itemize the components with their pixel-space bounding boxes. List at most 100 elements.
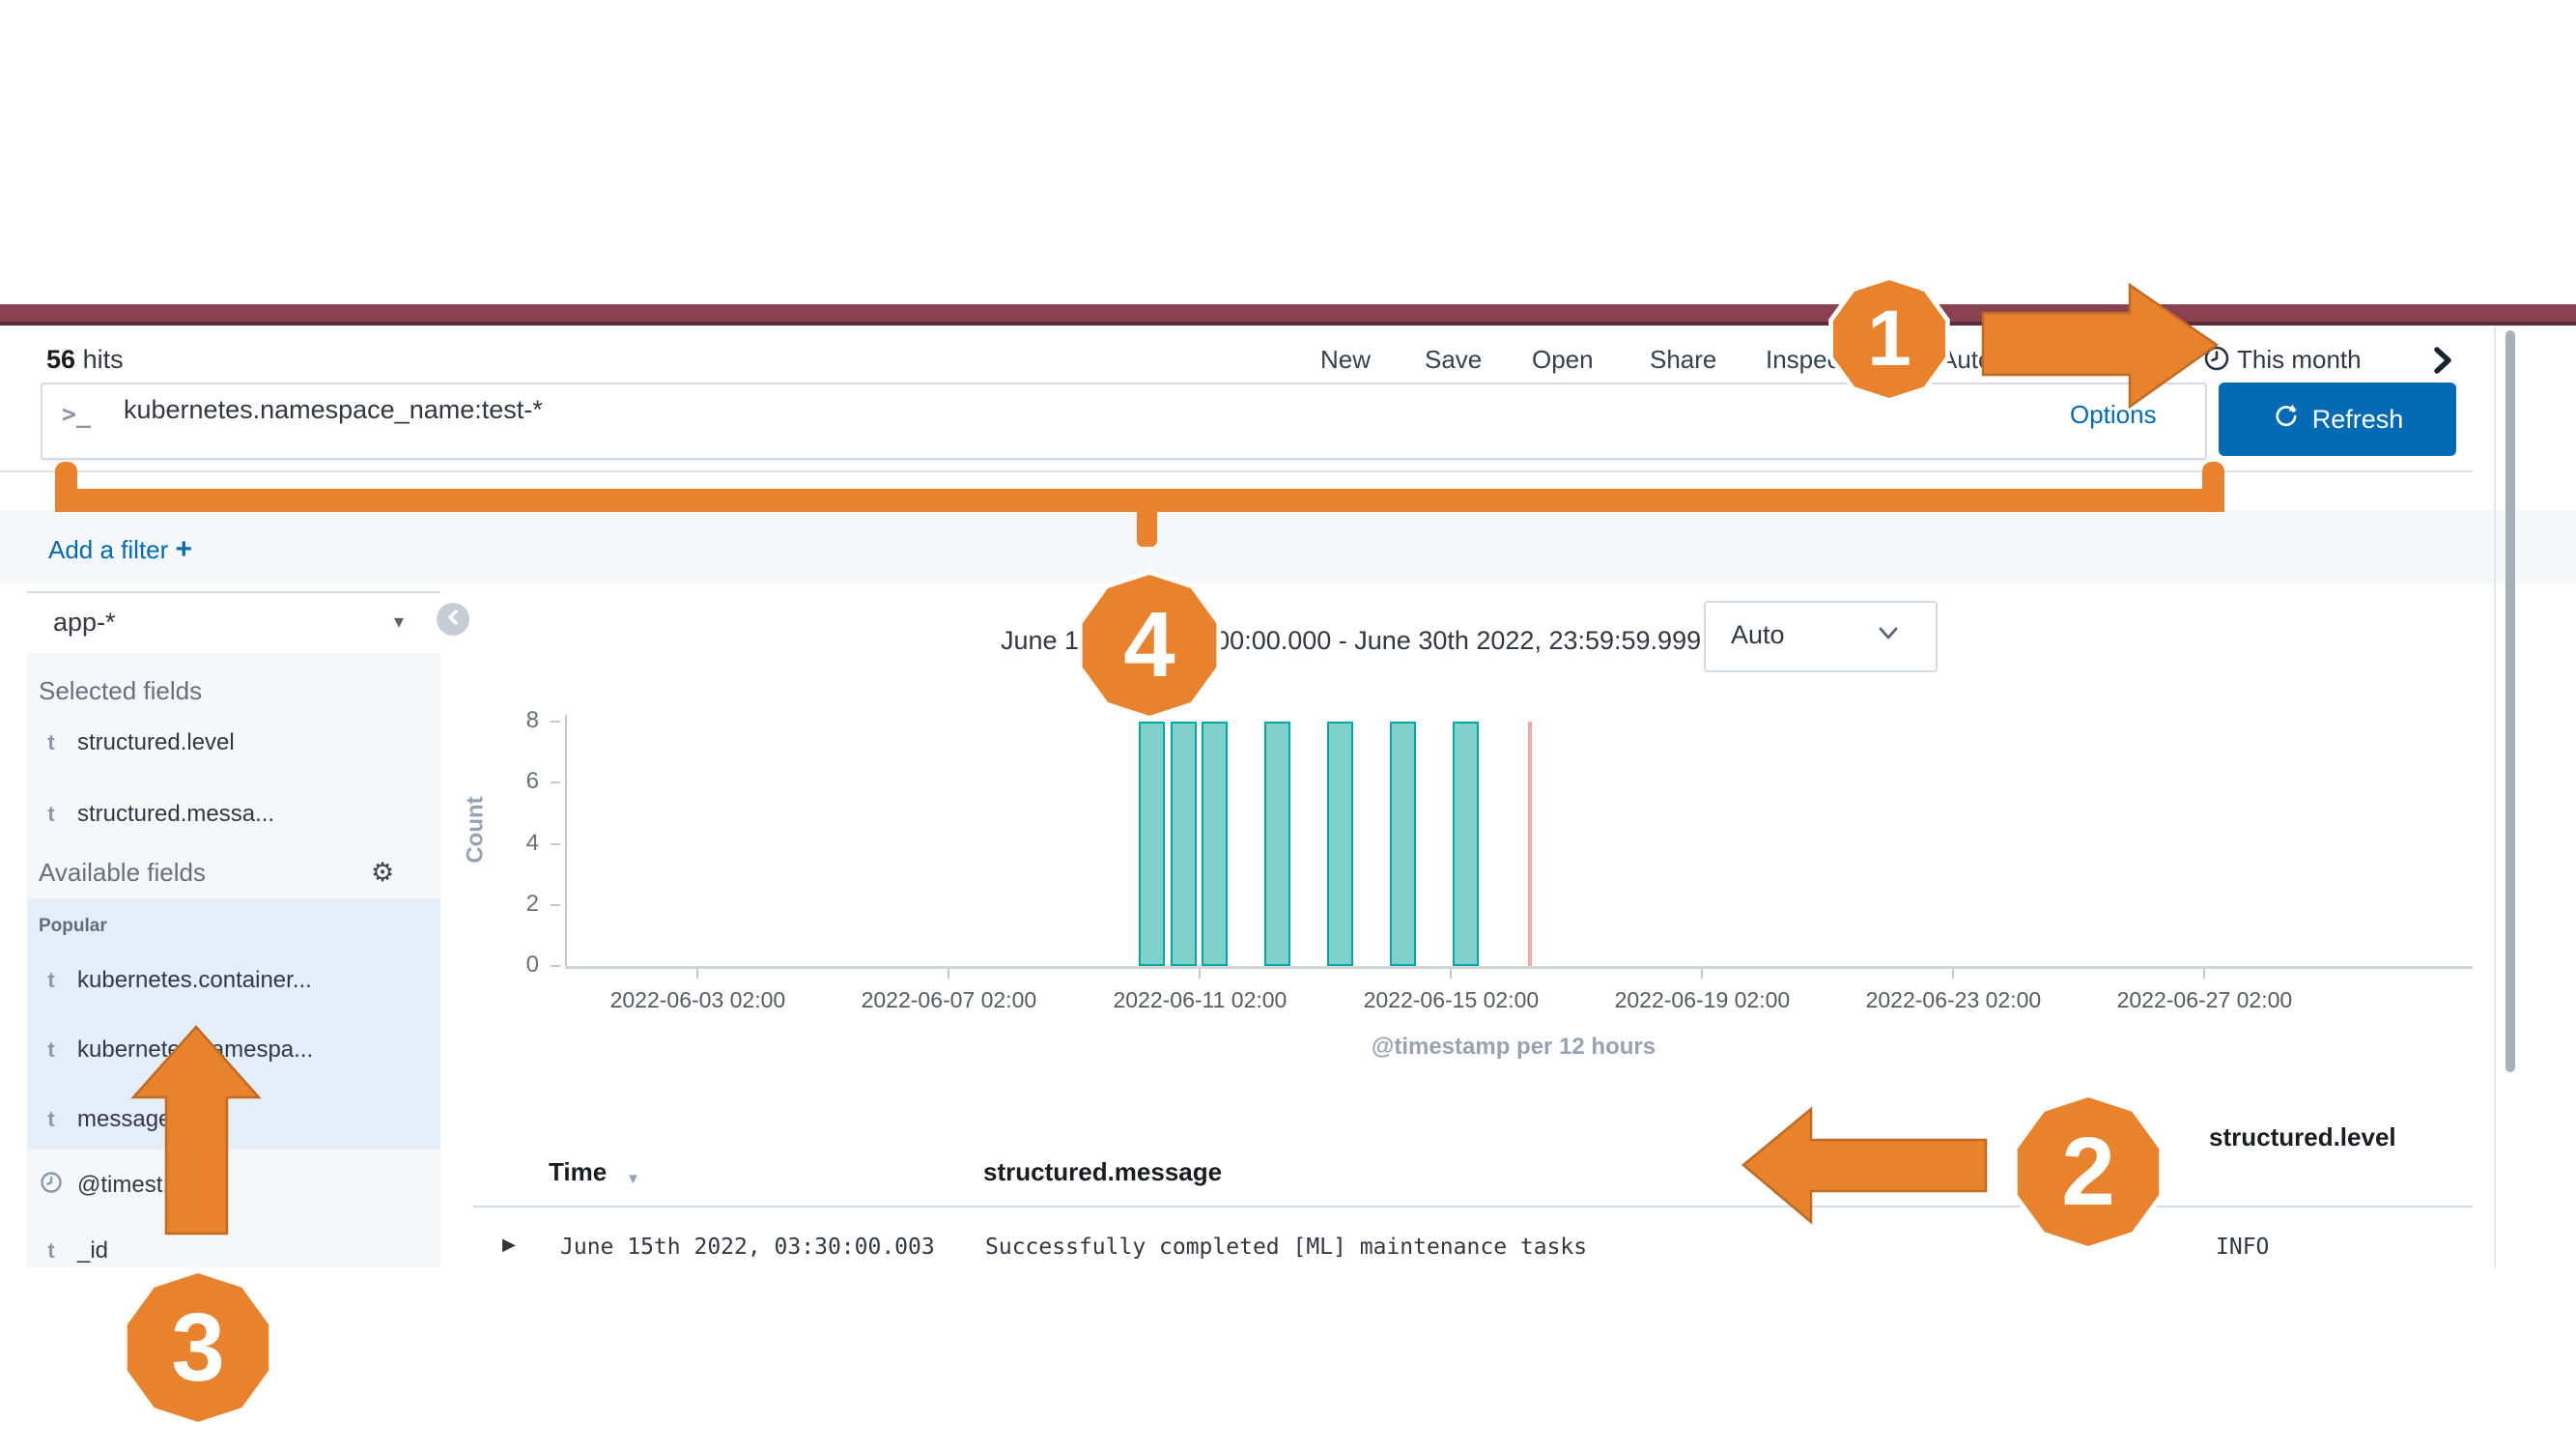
annotation-badge-3-number: 3 [127,1273,269,1422]
y-tick-label-0: 0 [525,952,539,978]
menu-item-new[interactable]: New [1320,345,1372,374]
annotation-arrow-2-left [1741,1106,1988,1225]
annotation-badge-4-number: 4 [1082,575,1217,716]
interval-select[interactable] [1704,601,1938,672]
field-name: @timest... [77,1172,183,1198]
y-tick-mark [551,781,560,784]
vertical-scrollbar[interactable] [2505,330,2515,1072]
field-name: kubernetes.container... [77,967,312,993]
add-filter-label: Add a filter [48,535,169,564]
x-tick-label: 2022-06-11 02:00 [1113,987,1288,1012]
table-header-divider [473,1206,2473,1208]
annotation-badge-4: 4 [1077,570,1222,721]
histogram-bar[interactable] [1453,722,1480,966]
field-item-structured-level[interactable]: t structured.level [39,726,425,759]
y-tick-mark [551,842,560,845]
annotation-bracket-bar [55,489,2224,512]
chevron-right-icon[interactable] [2430,346,2455,380]
annotation-badge-2-number: 2 [2017,1097,2160,1246]
x-tick-label: 2022-06-19 02:00 [1614,987,1791,1012]
header-divider [0,470,2473,472]
index-pattern-select[interactable] [27,591,440,657]
histogram-bar[interactable] [1139,722,1166,966]
collapse-sidebar-button[interactable] [437,603,469,636]
search-bar[interactable] [41,383,2207,460]
hits-label: hits [82,345,124,374]
y-tick-label-6: 6 [525,768,539,795]
text-field-icon: t [47,1107,55,1131]
x-tick-label: 2022-06-23 02:00 [1865,987,2042,1012]
x-tick-mark [696,969,699,979]
annotation-badge-1-number: 1 [1832,280,1946,398]
column-header-message[interactable]: structured.message [983,1157,1223,1186]
refresh-button[interactable]: Refresh [2219,383,2456,456]
x-tick-label: 2022-06-15 02:00 [1363,987,1540,1012]
y-tick-label-4: 4 [525,829,539,856]
expand-row-caret[interactable]: ▶ [502,1235,516,1254]
x-tick-label: 2022-06-03 02:00 [609,987,786,1012]
filter-bar [0,510,2576,583]
content-edge-line [2494,327,2496,1268]
chevron-left-icon [445,609,461,631]
x-tick-mark [1701,969,1704,979]
x-tick-mark [2203,969,2206,979]
clock-field-icon [39,1171,64,1200]
x-tick-mark [948,969,950,979]
field-item-message[interactable]: t message [39,1103,425,1136]
histogram-bar[interactable] [1390,722,1417,966]
row-level-cell: INFO [2216,1235,2270,1260]
gear-icon[interactable]: ⚙ [371,858,395,887]
histogram-bar[interactable] [1264,722,1291,966]
console-prompt-icon: >_ [62,400,92,428]
hits-value: 56 [46,345,76,374]
x-tick-label: 2022-06-27 02:00 [2116,987,2293,1012]
histogram-bar[interactable] [1170,722,1197,966]
field-item-structured-messa-[interactable]: t structured.messa... [39,798,425,831]
column-header-level[interactable]: structured.level [2209,1122,2396,1151]
clock-icon [2203,345,2230,377]
menu-item-save[interactable]: Save [1425,345,1483,374]
annotation-bracket-stem [1137,510,1157,547]
time-marker-line [1527,722,1532,966]
search-input[interactable]: kubernetes.namespace_name:test-* [124,395,543,424]
refresh-icon [2272,402,2301,438]
time-range-picker[interactable]: This month [2237,345,2362,374]
interval-value: Auto [1731,620,1785,649]
annotation-bracket-right-end [2202,462,2224,512]
popular-fields-panel [27,898,440,1150]
available-fields-title: Available fields [39,858,206,887]
text-field-icon: t [47,730,55,754]
index-pattern-label: app-* [53,608,116,637]
annotation-arrow-1-right [1981,282,2220,410]
field-item-_id[interactable]: t _id [39,1235,425,1267]
y-tick-label-2: 2 [525,890,539,917]
column-header-time[interactable]: Time [549,1157,608,1186]
field-name: message [77,1106,172,1132]
chevron-down-icon [1878,626,1899,646]
annotation-badge-1: 1 [1828,275,1950,403]
menu-item-open[interactable]: Open [1532,345,1594,374]
y-tick-mark [551,903,560,906]
add-filter-link[interactable]: Add a filter + [48,533,192,566]
annotation-badge-3: 3 [123,1268,273,1427]
field-name: structured.messa... [77,801,275,827]
y-tick-mark [551,965,560,967]
histogram-bar[interactable] [1202,722,1229,966]
y-axis-line [565,715,567,968]
field-name: _id [77,1237,109,1264]
histogram-bar[interactable] [1327,722,1354,966]
text-field-icon: t [47,802,55,826]
menu-item-share[interactable]: Share [1650,345,1717,374]
options-link[interactable]: Options [2070,400,2157,429]
row-message-cell: Successfully completed [ML] maintenance … [985,1235,1588,1260]
annotation-arrow-3-up [130,1025,262,1236]
x-tick-mark [1952,969,1955,979]
field-item-kubernetes-container-[interactable]: t kubernetes.container... [39,964,425,997]
text-field-icon: t [47,968,55,992]
sort-caret-icon[interactable]: ▼ [626,1171,640,1187]
x-tick-mark [1199,969,1202,979]
selected-fields-title: Selected fields [39,676,203,705]
caret-down-icon: ▾ [394,611,405,633]
field-item-@timest-[interactable]: @timest... [39,1169,425,1202]
